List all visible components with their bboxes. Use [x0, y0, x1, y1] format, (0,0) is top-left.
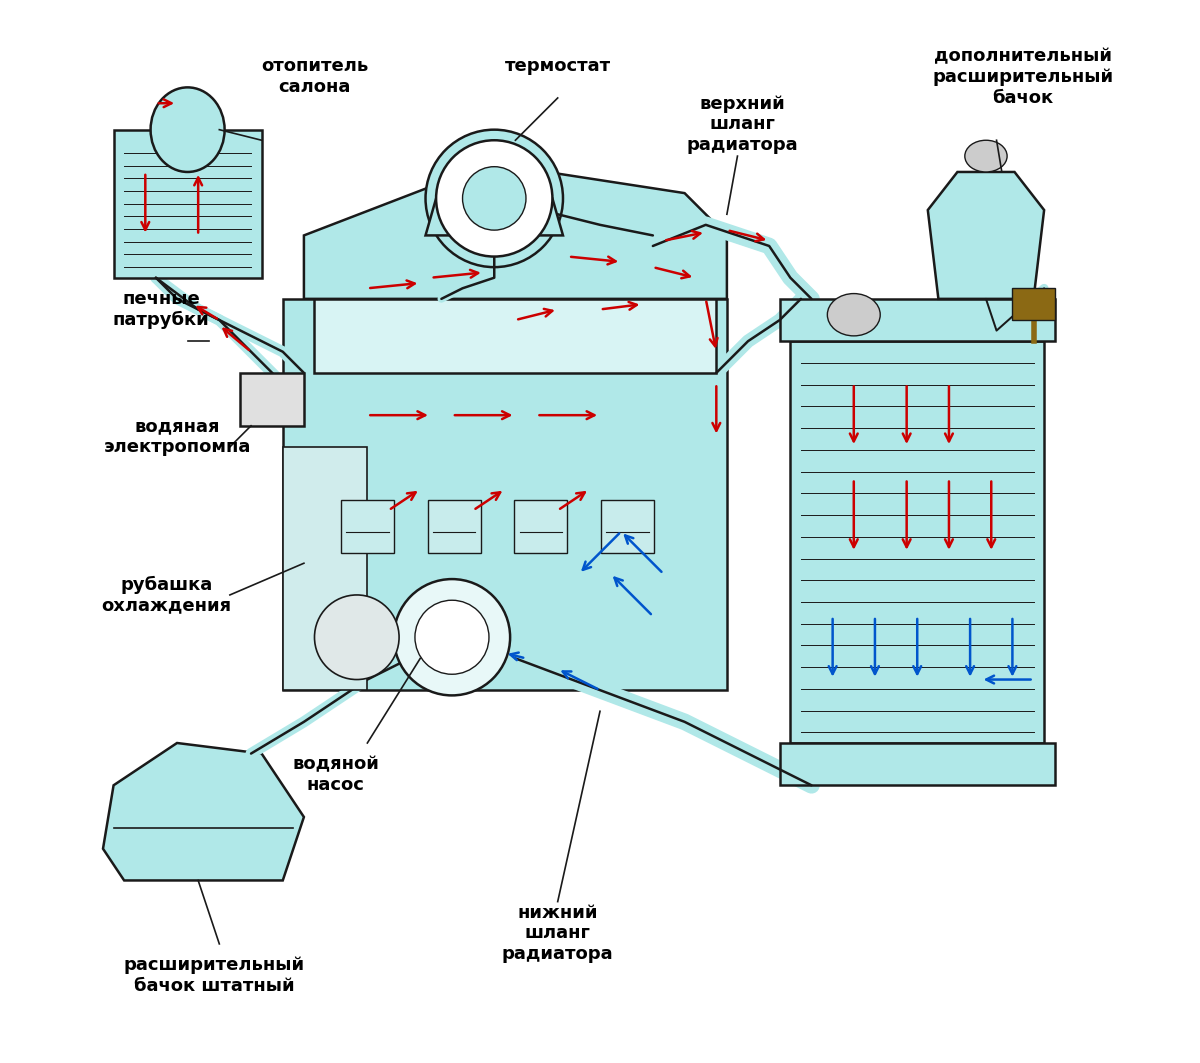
Ellipse shape	[314, 595, 400, 679]
Text: термостат: термостат	[505, 57, 611, 75]
Bar	[515, 500, 568, 553]
Ellipse shape	[436, 140, 552, 256]
Bar	[114, 130, 262, 277]
Ellipse shape	[827, 293, 881, 336]
Polygon shape	[103, 743, 304, 880]
Ellipse shape	[150, 87, 224, 172]
Text: отопитель
салона: отопитель салона	[260, 57, 368, 96]
Text: расширительный
бачок штатный: расширительный бачок штатный	[124, 957, 305, 995]
Bar	[780, 743, 1055, 786]
Polygon shape	[426, 199, 563, 235]
Text: верхний
шланг
радиатора: верхний шланг радиатора	[686, 95, 798, 154]
Ellipse shape	[462, 167, 526, 230]
Ellipse shape	[426, 130, 563, 267]
Polygon shape	[304, 172, 727, 299]
Bar	[791, 341, 1044, 743]
Bar	[427, 500, 480, 553]
Bar	[780, 299, 1055, 341]
Text: нижний
шланг
радиатора: нижний шланг радиатора	[502, 904, 613, 963]
Polygon shape	[1013, 288, 1055, 320]
Polygon shape	[240, 373, 304, 426]
Text: дополнительный
расширительный
бачок: дополнительный расширительный бачок	[932, 47, 1114, 106]
Polygon shape	[283, 299, 727, 690]
Text: печные
патрубки: печные патрубки	[113, 290, 210, 328]
Ellipse shape	[415, 601, 488, 674]
Polygon shape	[928, 172, 1044, 299]
Ellipse shape	[394, 579, 510, 695]
Bar	[601, 500, 654, 553]
Text: водяная
электропомпа: водяная электропомпа	[103, 417, 251, 456]
Polygon shape	[283, 446, 367, 690]
Bar	[341, 500, 394, 553]
Text: водяной
насос: водяной насос	[293, 756, 379, 794]
Ellipse shape	[965, 140, 1007, 172]
Text: рубашка
охлаждения: рубашка охлаждения	[101, 575, 232, 614]
Polygon shape	[314, 299, 716, 373]
